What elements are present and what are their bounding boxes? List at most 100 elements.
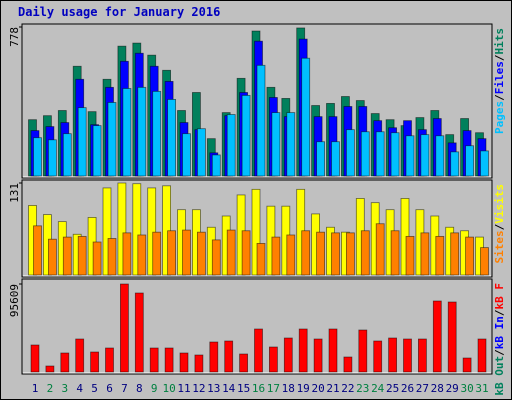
bar <box>122 232 132 276</box>
bar <box>405 235 415 276</box>
bar <box>450 232 460 276</box>
legend-entry: Sites <box>493 230 506 263</box>
bar <box>90 351 99 373</box>
bar <box>120 283 129 373</box>
bar <box>147 187 157 276</box>
bar <box>224 340 234 373</box>
bar <box>271 236 281 276</box>
bar <box>241 230 251 276</box>
bar <box>420 134 430 177</box>
legend-entry: kB Out <box>493 356 506 396</box>
bar <box>164 347 174 373</box>
bar <box>182 133 191 177</box>
x-tick-label: 17 <box>267 382 280 395</box>
bar <box>60 352 70 373</box>
legend-separator: / <box>493 94 506 101</box>
bar <box>301 57 311 177</box>
x-tick-label: 1 <box>32 382 39 395</box>
x-tick-label: 28 <box>431 382 444 395</box>
bar <box>254 328 263 373</box>
bar <box>480 150 489 177</box>
chart-title: Daily usage for January 2016 <box>18 5 220 19</box>
legend-separator: / <box>493 349 506 356</box>
x-tick-label: 7 <box>121 382 128 395</box>
bar <box>271 112 281 177</box>
legend-entry: Pages <box>493 101 506 134</box>
bar <box>194 354 204 373</box>
bar <box>358 329 368 373</box>
x-tick-label: 4 <box>76 382 83 395</box>
bar <box>477 338 487 373</box>
bar <box>360 230 370 276</box>
bar <box>256 242 266 276</box>
legend: kB Out/kB In/kB F <box>493 283 506 396</box>
x-tick-label: 3 <box>61 382 68 395</box>
legend-entry: Files <box>493 61 506 94</box>
bar <box>45 365 55 373</box>
x-tick-label: 6 <box>106 382 113 395</box>
x-tick-label: 14 <box>222 382 236 395</box>
bar <box>226 114 236 177</box>
bar <box>62 133 72 177</box>
x-tick-label: 19 <box>297 382 310 395</box>
bar <box>360 131 370 177</box>
bar <box>343 356 353 373</box>
bar <box>105 347 114 373</box>
bar <box>450 151 460 177</box>
x-tick-label: 11 <box>177 382 190 395</box>
bar <box>132 183 142 276</box>
y-tick-label: 95609 <box>8 284 21 317</box>
bar <box>420 232 430 276</box>
bar <box>316 141 326 177</box>
bar <box>462 357 472 373</box>
bar <box>196 231 206 276</box>
bar <box>92 125 102 177</box>
bar <box>328 328 338 373</box>
bar <box>149 347 159 373</box>
bar <box>417 338 427 373</box>
bar <box>167 98 177 177</box>
x-tick-label: 26 <box>401 382 414 395</box>
x-tick-label: 9 <box>151 382 158 395</box>
legend-separator: / <box>493 309 506 316</box>
bar <box>283 337 293 373</box>
legend-separator: / <box>493 54 506 61</box>
bar <box>137 86 147 177</box>
x-tick-label: 25 <box>386 382 399 395</box>
bar <box>256 64 266 177</box>
bar <box>375 131 385 177</box>
bar <box>268 346 278 373</box>
bar <box>241 94 251 177</box>
x-tick-label: 27 <box>416 382 429 395</box>
bar <box>117 182 127 276</box>
bar <box>75 338 85 373</box>
bar <box>480 247 489 276</box>
bar <box>432 300 442 373</box>
bar <box>286 234 296 276</box>
bar <box>107 238 117 276</box>
legend-entry: kB In <box>493 316 506 349</box>
bar <box>137 234 147 276</box>
bar <box>48 238 57 276</box>
x-tick-label: 8 <box>136 382 143 395</box>
legend-separator: / <box>493 223 506 230</box>
bar <box>33 225 42 276</box>
x-tick-label: 12 <box>192 382 205 395</box>
x-tick-label: 10 <box>162 382 175 395</box>
bar <box>301 230 311 276</box>
bar <box>405 135 415 177</box>
y-tick-label: 778 <box>8 27 21 47</box>
bar <box>345 129 355 177</box>
bar <box>331 141 340 177</box>
bar <box>167 230 177 276</box>
bar <box>345 232 355 276</box>
legend-entry: Hits <box>493 28 506 55</box>
bar <box>122 88 132 177</box>
x-tick-label: 24 <box>371 382 385 395</box>
bar <box>331 232 340 276</box>
bar <box>390 132 400 177</box>
legend: Pages/Files/Hits <box>493 28 506 134</box>
bar <box>226 229 236 276</box>
bar <box>251 188 261 276</box>
x-tick-label: 30 <box>460 382 473 395</box>
